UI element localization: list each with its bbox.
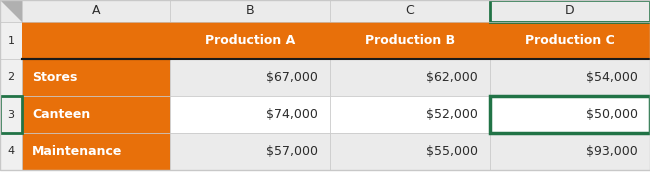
Bar	[22, 22, 170, 59]
Text: $62,000: $62,000	[426, 71, 478, 84]
Text: Maintenance: Maintenance	[32, 145, 122, 158]
Bar	[170, 0, 330, 22]
Text: 3: 3	[8, 110, 14, 120]
Bar	[22, 0, 170, 22]
Bar	[490, 0, 650, 22]
Text: D: D	[566, 5, 575, 18]
Bar	[0, 96, 22, 133]
Bar	[0, 0, 22, 22]
Bar	[330, 133, 490, 170]
Bar	[330, 0, 490, 22]
Bar	[0, 96, 22, 133]
Bar	[490, 96, 650, 133]
Bar	[0, 22, 22, 59]
Text: Production C: Production C	[525, 34, 615, 47]
Bar	[170, 96, 330, 133]
Text: $67,000: $67,000	[266, 71, 318, 84]
Bar	[0, 59, 22, 96]
Text: Stores: Stores	[32, 71, 77, 84]
Text: $50,000: $50,000	[586, 108, 638, 121]
Text: A: A	[92, 5, 100, 18]
Bar	[22, 96, 170, 133]
Text: Canteen: Canteen	[32, 108, 90, 121]
Text: 2: 2	[7, 72, 14, 82]
Bar	[170, 59, 330, 96]
Text: Production A: Production A	[205, 34, 295, 47]
Bar	[22, 22, 650, 59]
Bar	[330, 96, 490, 133]
Text: $74,000: $74,000	[266, 108, 318, 121]
Bar	[0, 133, 22, 170]
Text: Production B: Production B	[365, 34, 455, 47]
Text: 4: 4	[7, 146, 14, 156]
Text: $93,000: $93,000	[586, 145, 638, 158]
Bar	[490, 0, 650, 22]
Text: $54,000: $54,000	[586, 71, 638, 84]
Polygon shape	[0, 0, 22, 22]
Text: $57,000: $57,000	[266, 145, 318, 158]
Text: 1: 1	[8, 36, 14, 46]
Bar	[170, 133, 330, 170]
Bar	[22, 133, 170, 170]
Bar	[490, 96, 650, 133]
Text: $52,000: $52,000	[426, 108, 478, 121]
Text: $55,000: $55,000	[426, 145, 478, 158]
Text: B: B	[246, 5, 254, 18]
Bar	[330, 59, 490, 96]
Bar	[490, 59, 650, 96]
Bar	[490, 133, 650, 170]
Bar	[22, 59, 170, 96]
Bar	[0, 0, 22, 22]
Text: C: C	[406, 5, 415, 18]
